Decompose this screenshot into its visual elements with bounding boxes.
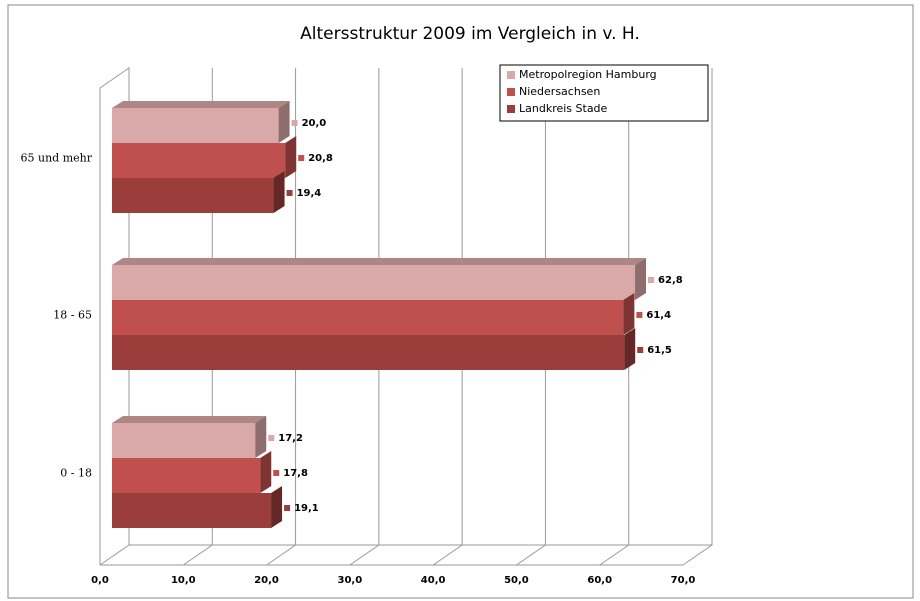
- label-key: [286, 190, 293, 196]
- x-tick-label: 10,0: [171, 575, 196, 586]
- label-key: [291, 120, 298, 126]
- value-label: 17,8: [283, 468, 308, 479]
- grid-line: [599, 68, 630, 566]
- bar-side: [273, 171, 285, 213]
- x-tick-label: 20,0: [254, 575, 279, 586]
- value-label: 17,2: [278, 433, 303, 444]
- y-tick-label: 0 - 18: [60, 467, 92, 480]
- bar-side: [271, 486, 283, 528]
- label-key: [298, 155, 305, 161]
- bar-side: [260, 451, 272, 493]
- bar: [112, 458, 261, 493]
- label-key: [648, 277, 655, 283]
- bar-top: [112, 258, 647, 265]
- y-tick-label: 65 und mehr: [21, 152, 93, 165]
- value-label: 61,4: [646, 310, 671, 321]
- grid-line: [516, 68, 546, 566]
- value-label: 20,8: [308, 153, 333, 164]
- x-tick-label: 50,0: [504, 575, 529, 586]
- x-tick-label: 60,0: [587, 575, 612, 586]
- legend-key: [507, 71, 515, 79]
- bar: [112, 178, 274, 213]
- legend-box: [499, 64, 709, 122]
- label-key: [273, 470, 280, 476]
- bar-side: [624, 328, 636, 370]
- bar-side: [635, 258, 647, 300]
- bar-side: [278, 101, 290, 143]
- bar-side: [285, 136, 297, 178]
- bar-top: [112, 416, 267, 423]
- grid-line: [349, 68, 380, 566]
- grid-line: [183, 68, 213, 566]
- label-key: [284, 505, 291, 511]
- label-key: [637, 347, 644, 353]
- legend-key: [507, 88, 515, 96]
- x-tick-label: 30,0: [338, 575, 363, 586]
- x-tick-label: 70,0: [671, 575, 696, 586]
- bar: [112, 108, 279, 143]
- bar-top: [112, 101, 290, 108]
- value-label: 19,1: [294, 503, 319, 514]
- bar: [112, 493, 272, 528]
- bar: [112, 143, 286, 178]
- grid-line: [99, 68, 130, 566]
- value-label: 19,4: [297, 188, 322, 199]
- legend-label: Metropolregion Hamburg: [519, 68, 657, 81]
- bar: [112, 335, 625, 370]
- grid-line: [266, 68, 297, 566]
- legend-label: Landkreis Stade: [519, 102, 608, 115]
- grid-line: [432, 68, 463, 566]
- bar: [112, 265, 636, 300]
- x-tick-label: 40,0: [421, 575, 446, 586]
- value-label: 62,8: [658, 275, 683, 286]
- label-key: [636, 312, 643, 318]
- grid-line: [682, 68, 713, 566]
- bar: [112, 423, 256, 458]
- legend-label: Niedersachsen: [519, 85, 600, 98]
- y-tick-label: 18 - 65: [53, 309, 92, 322]
- bar-side: [623, 293, 635, 335]
- legend-key: [507, 105, 515, 113]
- x-tick-label: 0,0: [91, 575, 109, 586]
- bar: [112, 300, 624, 335]
- chart-title: Altersstruktur 2009 im Vergleich in v. H…: [300, 24, 640, 44]
- label-key: [268, 435, 275, 441]
- value-label: 20,0: [302, 118, 327, 129]
- bar-side: [255, 416, 267, 458]
- value-label: 61,5: [647, 345, 672, 356]
